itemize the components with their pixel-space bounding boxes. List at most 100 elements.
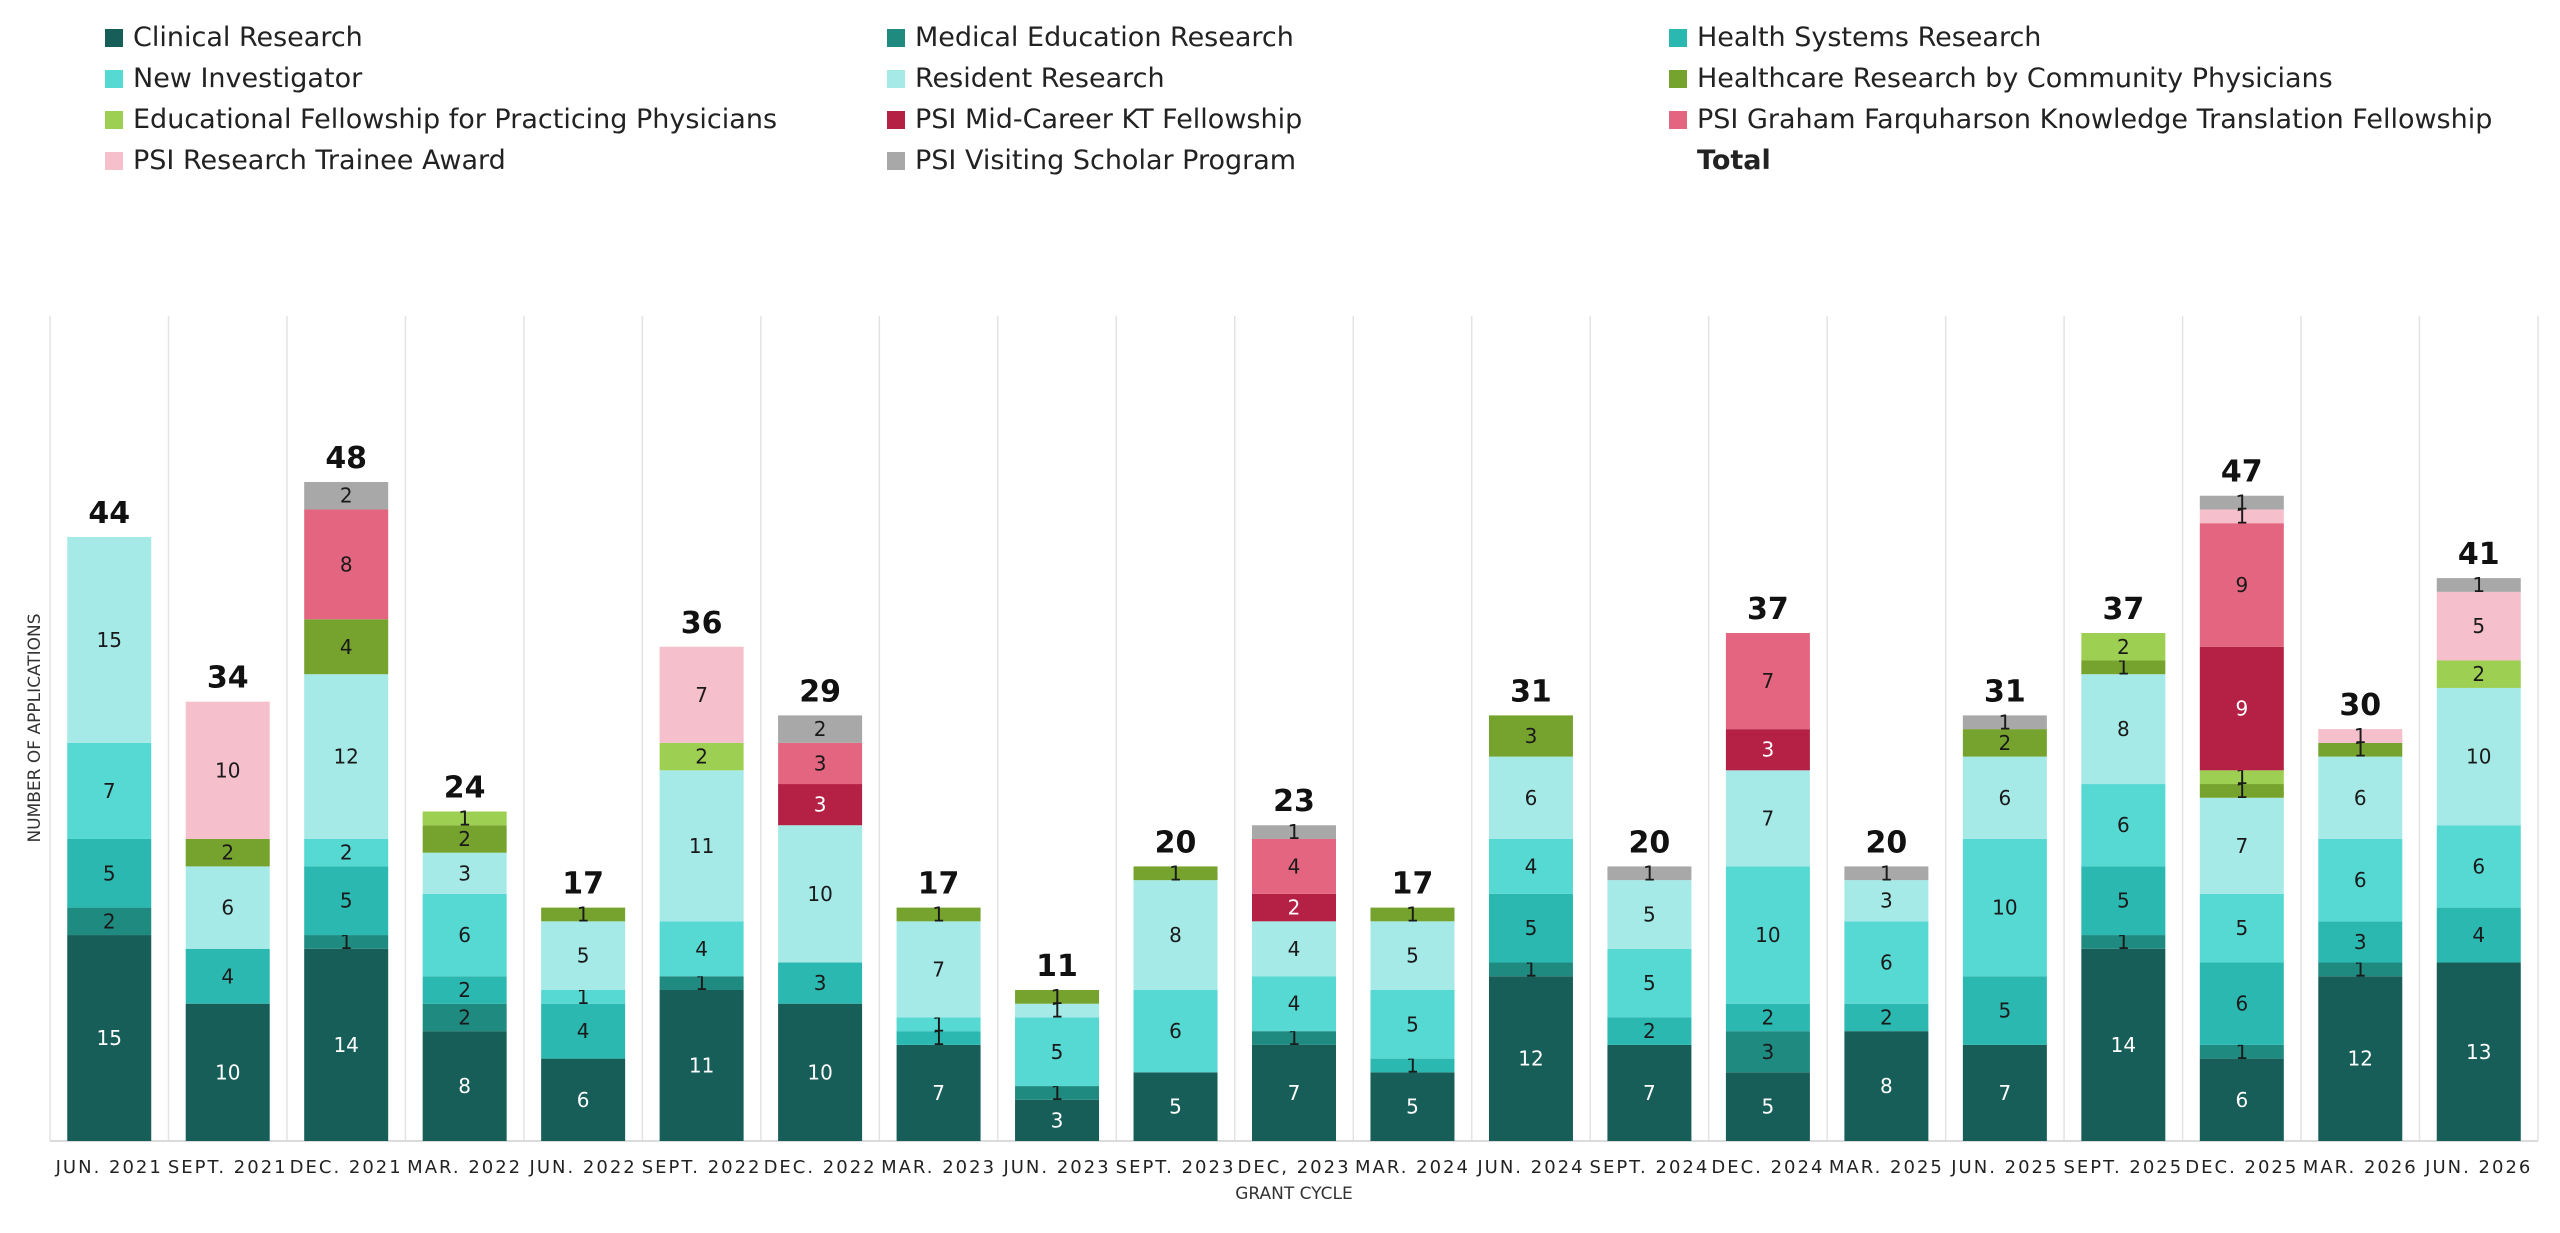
bar-segment <box>1252 976 1336 1032</box>
legend-label: PSI Mid-Career KT Fellowship <box>915 104 1303 135</box>
data-label: 6 <box>577 1088 590 1112</box>
data-label: 5 <box>2235 916 2248 940</box>
data-label: 7 <box>103 779 116 803</box>
data-label: 4 <box>1288 937 1301 961</box>
data-label: 10 <box>215 758 240 782</box>
bar-segment <box>1962 756 2047 839</box>
data-label: 8 <box>1169 923 1182 947</box>
data-label: 1 <box>1880 861 1893 885</box>
x-tick-label: MAR. 2022 <box>407 1157 522 1178</box>
data-label: 10 <box>807 1060 832 1084</box>
data-label: 2 <box>2472 662 2485 686</box>
x-tick-label: DEC. 2022 <box>764 1157 877 1178</box>
bar-segment <box>185 701 270 839</box>
data-label: 2 <box>458 1005 471 1029</box>
legend: Clinical Research Medical Education Resea… <box>105 22 2505 176</box>
bar-segment <box>2318 962 2403 977</box>
total-label: 23 <box>1273 784 1315 819</box>
bar-segment <box>2199 495 2284 510</box>
data-label: 5 <box>1051 1040 1064 1064</box>
bar-segment <box>2199 893 2284 963</box>
bar-segment <box>2436 578 2521 592</box>
x-tick-label: DEC. 2024 <box>1711 1157 1824 1178</box>
data-label: 1 <box>2117 655 2130 679</box>
bar-segment <box>1252 1044 1336 1141</box>
data-label: 2 <box>221 841 234 865</box>
bar-segment <box>1488 715 1573 757</box>
data-label: 9 <box>2235 697 2248 721</box>
bar-segment <box>2199 797 2284 894</box>
bar-segment <box>2199 784 2284 798</box>
total-label: 17 <box>918 867 960 902</box>
data-label: 4 <box>1288 854 1301 878</box>
bar-segment <box>185 1003 270 1141</box>
bar-segment <box>304 866 389 936</box>
bar-segment <box>2436 687 2521 826</box>
data-label: 1 <box>577 985 590 1009</box>
data-label: 1 <box>2354 957 2367 981</box>
bar-segment <box>422 825 507 853</box>
data-label: 1 <box>577 902 590 926</box>
data-label: 3 <box>1762 1040 1775 1064</box>
bar-segment <box>1252 1031 1336 1045</box>
data-label: 11 <box>689 1053 714 1077</box>
bar-segment <box>2199 509 2284 524</box>
bar-segment <box>1962 976 2047 1045</box>
bar-segment <box>659 989 744 1141</box>
data-label: 1 <box>932 1026 945 1050</box>
total-label: 37 <box>2102 592 2144 627</box>
x-tick-label: JUN. 2024 <box>1476 1157 1584 1178</box>
total-label: 41 <box>2458 537 2500 572</box>
data-label: 1 <box>2235 779 2248 803</box>
bar-segment <box>778 962 863 1004</box>
data-label: 6 <box>1169 1019 1182 1043</box>
data-label: 2 <box>103 909 116 933</box>
legend-item-1: Medical Education Research <box>887 22 1669 53</box>
data-label: 6 <box>2117 813 2130 837</box>
x-tick-label: SEPT. 2024 <box>1590 1157 1710 1178</box>
bar-segment <box>541 989 626 1004</box>
bar-segment <box>1725 729 1810 771</box>
legend-item-0: Clinical Research <box>105 22 887 53</box>
bar-segment <box>2199 1044 2284 1059</box>
data-label: 6 <box>1880 951 1893 975</box>
data-label: 10 <box>807 882 832 906</box>
bar-segment <box>1488 893 1573 963</box>
bar-segment <box>1725 866 1810 1004</box>
legend-label: Educational Fellowship for Practicing Ph… <box>133 104 778 135</box>
x-tick-label: DEC. 2025 <box>2185 1157 2298 1178</box>
bar-segment <box>1252 893 1336 922</box>
x-tick-label: DEC. 2021 <box>290 1157 403 1178</box>
bar-segment <box>422 893 507 977</box>
data-label: 5 <box>1406 1012 1419 1036</box>
legend-label: Resident Research <box>915 63 1165 94</box>
total-label: 20 <box>1629 825 1671 860</box>
total-label: 11 <box>1036 949 1078 984</box>
bar-segment <box>659 921 744 977</box>
x-tick-label: SEPT. 2021 <box>168 1157 288 1178</box>
data-label: 7 <box>695 683 708 707</box>
legend-label: Clinical Research <box>133 22 363 53</box>
data-label: 5 <box>1998 999 2011 1023</box>
data-label: 7 <box>2235 834 2248 858</box>
bar-segment <box>1725 1031 1810 1073</box>
bar-segment <box>185 838 270 867</box>
bar-segment <box>896 1044 981 1141</box>
total-label: 17 <box>562 867 604 902</box>
x-tick-label: DEC, 2023 <box>1237 1157 1350 1178</box>
bar-segment <box>1962 838 2047 977</box>
data-label: 3 <box>1762 738 1775 762</box>
data-label: 7 <box>1643 1081 1656 1105</box>
data-label: 3 <box>2354 930 2367 954</box>
x-tick-label: JUN. 2022 <box>529 1157 637 1178</box>
bar-segment <box>2436 825 2521 908</box>
x-tick-label: JUN. 2023 <box>1002 1157 1110 1178</box>
bar-segment <box>1607 1017 1692 1045</box>
bar-segment <box>778 784 863 826</box>
data-label: 6 <box>2472 854 2485 878</box>
data-label: 3 <box>814 971 827 995</box>
bar-segment <box>1488 756 1573 839</box>
data-label: 13 <box>2466 1040 2491 1064</box>
bar-segment <box>304 838 389 867</box>
